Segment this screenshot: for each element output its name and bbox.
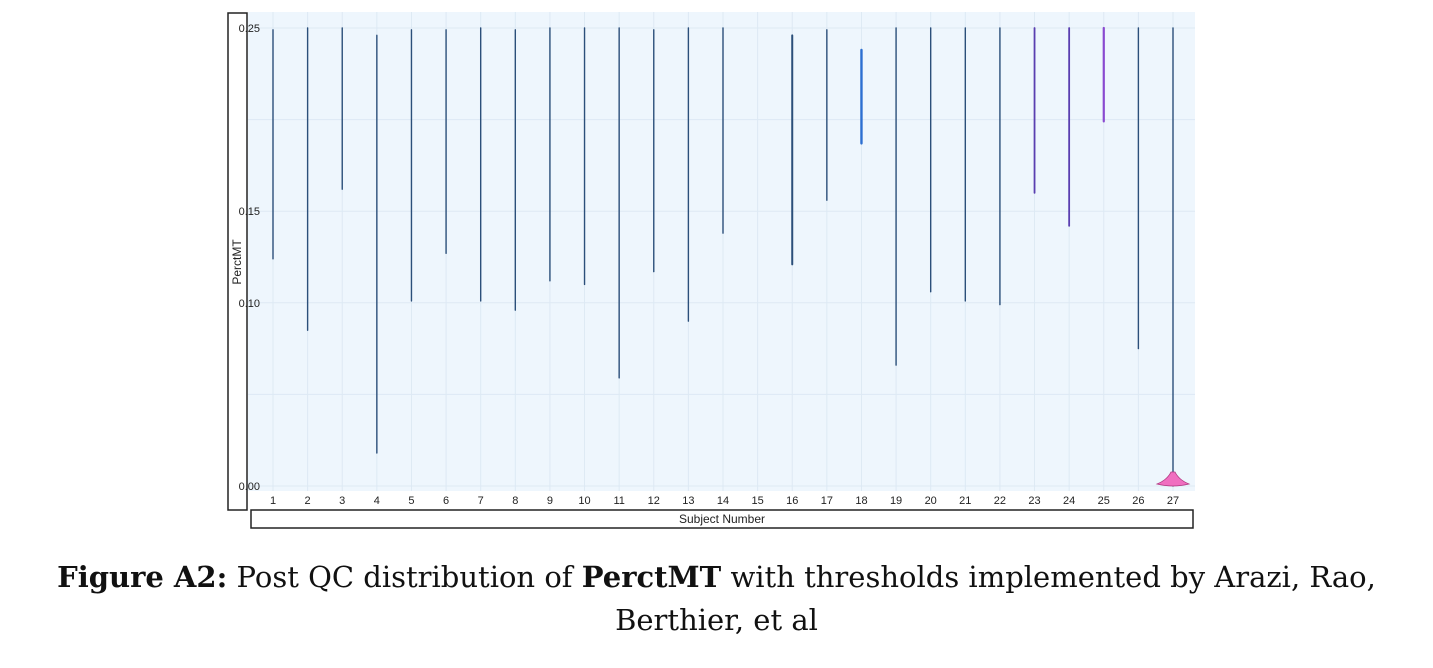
y-tick-label: 0.10	[239, 298, 260, 310]
x-tick-label: 11	[613, 495, 624, 507]
x-tick-label: 5	[408, 495, 414, 507]
figure-caption: Figure A2: Post QC distribution of Perct…	[0, 556, 1433, 642]
x-tick-label: 25	[1098, 495, 1110, 507]
x-tick-label: 20	[925, 495, 937, 507]
x-tick-label: 16	[786, 495, 798, 507]
x-tick-label: 18	[855, 495, 867, 507]
x-tick-label: 23	[1028, 495, 1040, 507]
x-tick-label: 14	[717, 495, 729, 507]
y-tick-labels: 0.00 0.10 0.15 0.25	[239, 23, 260, 493]
caption-bold-term: PerctMT	[581, 560, 722, 594]
x-tick-label: 10	[578, 495, 590, 507]
caption-label: Figure A2:	[57, 560, 228, 594]
x-tick-label: 1	[270, 495, 276, 507]
x-tick-label: 21	[959, 495, 971, 507]
y-axis-frame	[227, 12, 248, 511]
violin-subject-27-density	[1155, 471, 1191, 487]
y-tick-label: 0.15	[239, 206, 260, 218]
x-tick-label: 22	[994, 495, 1006, 507]
x-tick-label: 17	[821, 495, 833, 507]
x-tick-label: 15	[751, 495, 763, 507]
x-tick-label: 27	[1167, 495, 1179, 507]
x-tick-label: 13	[682, 495, 694, 507]
caption-text-before: Post QC distribution of	[227, 560, 582, 594]
y-tick-label: 0.25	[239, 23, 260, 35]
x-tick-label: 8	[512, 495, 518, 507]
y-axis-title: PerctMT	[230, 239, 244, 285]
x-tick-label: 12	[648, 495, 660, 507]
x-tick-label: 6	[443, 495, 449, 507]
x-tick-label: 19	[890, 495, 902, 507]
x-tick-label: 2	[305, 495, 311, 507]
y-tick-label: 0.00	[239, 481, 260, 493]
plot-area	[248, 12, 1195, 491]
x-tick-label: 26	[1132, 495, 1144, 507]
x-tick-label: 3	[339, 495, 345, 507]
x-tick-label: 7	[478, 495, 484, 507]
x-tick-label: 24	[1063, 495, 1075, 507]
x-tick-label: 9	[547, 495, 553, 507]
caption-text-after: with thresholds implemented by Arazi, Ra…	[615, 560, 1376, 637]
x-axis-frame	[250, 509, 1194, 529]
x-axis-title: Subject Number	[679, 512, 765, 526]
violins	[272, 26, 1191, 487]
x-tick-label: 4	[374, 495, 380, 507]
x-tick-labels: 1 2 3 4 5 6 7 8 9 10 11 12 13 14 15 16 17 18 19 20 21 22 23 24 2…	[270, 495, 1179, 507]
